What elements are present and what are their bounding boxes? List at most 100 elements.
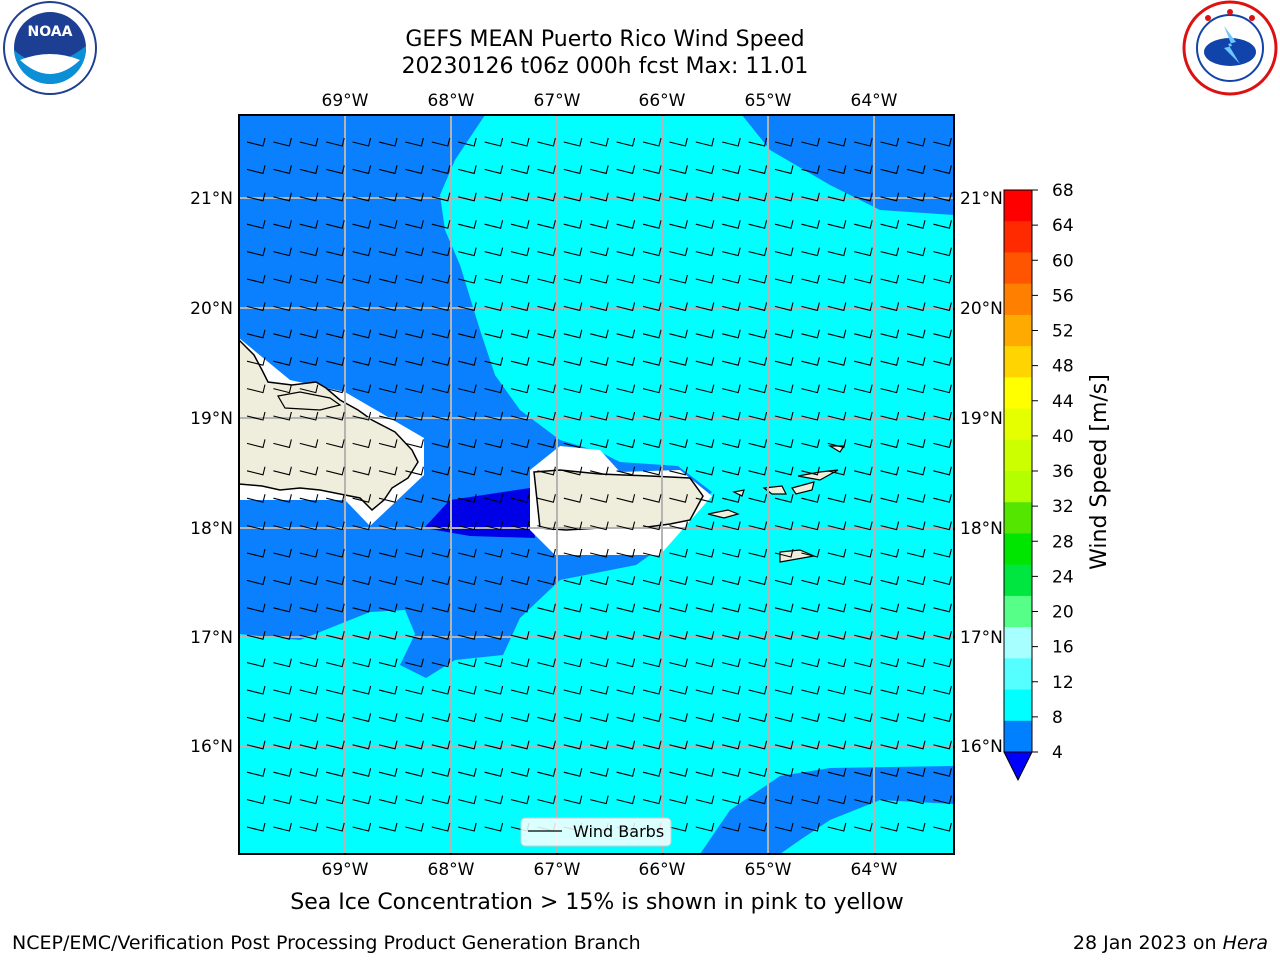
wind-barb [827, 658, 847, 668]
wind-barb [378, 411, 398, 421]
wind-barb [748, 466, 768, 476]
wind-barb [933, 713, 952, 723]
wind-barb [458, 165, 477, 175]
wind-barb [299, 795, 319, 805]
wind-barb [616, 740, 636, 750]
wind-barb [563, 548, 583, 558]
wind-barb [642, 740, 662, 750]
wind-barb [326, 302, 345, 312]
wind-barb [590, 439, 609, 449]
wind-barb [827, 685, 847, 695]
wind-barb [669, 439, 688, 449]
wind-barb [510, 411, 530, 421]
wind-barb [854, 740, 873, 750]
sea-ice-note: Sea Ice Concentration > 15% is shown in … [290, 890, 904, 915]
wind-barb [880, 658, 900, 668]
wind-barb [405, 822, 424, 832]
wind-barb [246, 411, 266, 421]
wind-barb [273, 165, 292, 175]
wind-barb [827, 494, 847, 503]
wind-barb [563, 603, 583, 613]
svg-text:65°W: 65°W [745, 91, 792, 111]
wind-barb [933, 439, 952, 449]
wind-barb [748, 768, 768, 777]
wind-barb [616, 439, 636, 449]
wind-barb [854, 247, 873, 257]
wind-barb [458, 192, 477, 202]
wind-barb [510, 384, 530, 394]
wind-barb [906, 192, 926, 202]
wind-barb [695, 795, 715, 805]
wind-barb [669, 192, 688, 202]
wind-barb [642, 685, 662, 695]
wind-barb [352, 329, 372, 339]
wind-barb [431, 658, 451, 668]
wind-barb [880, 357, 900, 366]
wind-barb [352, 220, 372, 229]
wind-barb [669, 768, 688, 777]
wind-barb [563, 631, 583, 640]
wind-barb [246, 192, 266, 202]
wind-barb [774, 631, 794, 640]
wind-barb [458, 439, 477, 449]
wind-barb [722, 329, 741, 339]
wind-barb [510, 494, 530, 503]
wind-barb [669, 685, 688, 695]
wind-barb [326, 384, 345, 394]
wind-barb [590, 192, 609, 202]
wind-barb [405, 466, 424, 476]
wind-barb [563, 192, 583, 202]
wind-barb [669, 247, 688, 257]
svg-text:68°W: 68°W [428, 91, 475, 111]
wind-barb [880, 329, 900, 339]
wind-barb [537, 192, 556, 202]
wind-barb [246, 329, 266, 339]
wind-barb [246, 795, 266, 805]
wind-barb [774, 521, 794, 531]
wind-barb [827, 192, 847, 202]
wind-barb [590, 247, 609, 257]
wind-barb [590, 329, 609, 339]
wind-barb [563, 494, 583, 503]
wind-barb [854, 439, 873, 449]
wind-barb [642, 247, 662, 257]
wind-barb [906, 411, 926, 421]
wind-barb [510, 768, 530, 777]
wind-barb [933, 494, 952, 503]
wind-barb [326, 247, 345, 257]
svg-text:64°W: 64°W [851, 860, 898, 880]
wind-barb [537, 357, 556, 366]
wind-barb [854, 192, 873, 202]
wind-barb [880, 247, 900, 257]
wind-barb [774, 274, 794, 284]
wind-barb [273, 658, 292, 668]
wind-barb [563, 329, 583, 339]
wind-barb [378, 576, 398, 586]
wind-barb [590, 384, 609, 394]
wind-barb [827, 247, 847, 257]
wind-barb [378, 220, 398, 229]
wind-barb [748, 192, 768, 202]
wind-barb [537, 137, 556, 147]
lat-labels-right: 21°N 20°N 19°N 18°N 17°N 16°N [960, 189, 1003, 757]
svg-text:21°N: 21°N [190, 189, 233, 209]
wind-barb [748, 411, 768, 421]
wind-barb [616, 357, 636, 366]
wind-barb [378, 603, 398, 613]
wind-barb [748, 329, 768, 339]
svg-text:69°W: 69°W [322, 860, 369, 880]
wind-barb [326, 137, 345, 147]
wind-barb [510, 548, 530, 558]
wind-barb [431, 548, 451, 558]
svg-text:17°N: 17°N [190, 628, 233, 648]
wind-barb [774, 740, 794, 750]
wind-barb [669, 274, 688, 284]
wind-barb [590, 658, 609, 668]
wind-barb [906, 384, 926, 394]
wind-barb [431, 466, 451, 476]
wind-barb [801, 494, 820, 503]
wind-barb [458, 220, 477, 229]
wind-barb [854, 357, 873, 366]
wind-barb [906, 220, 926, 229]
wind-barb [801, 603, 820, 613]
